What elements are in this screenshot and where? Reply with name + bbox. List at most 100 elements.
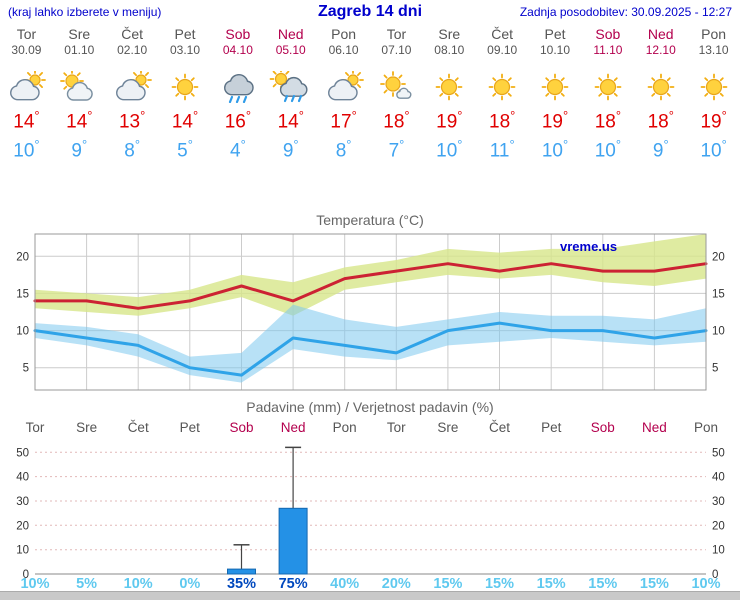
y-tick-label: 10 xyxy=(712,326,725,338)
max-temperature: 19° xyxy=(436,108,463,133)
sunny-icon xyxy=(423,71,476,103)
min-temperature: 11° xyxy=(489,137,515,162)
max-temperature: 18° xyxy=(383,108,410,133)
day-date: 30.09 xyxy=(11,43,42,57)
min-temperature: 5° xyxy=(177,137,193,162)
day-column-13.10[interactable]: Pon 13.10 19° 10° xyxy=(687,26,740,163)
y-tick-label: 20 xyxy=(712,251,725,263)
tmin-range-band xyxy=(35,304,706,383)
sunny-icon xyxy=(634,71,687,103)
day-column-10.10[interactable]: Pet 10.10 19° 10° xyxy=(529,26,582,163)
day-column-12.10[interactable]: Ned 12.10 18° 9° xyxy=(634,26,687,163)
y-tick-label: 5 xyxy=(712,363,718,375)
cloudy-sun-icon xyxy=(106,69,159,103)
day-column-11.10[interactable]: Sob 11.10 18° 10° xyxy=(581,26,634,163)
temperature-chart: 5 5 10 10 15 15 20 20 vreme.us xyxy=(16,233,725,391)
max-temperature: 14° xyxy=(66,108,93,133)
tmax-line xyxy=(33,262,708,310)
min-temperature: 8° xyxy=(335,137,352,162)
precip-probability: 35% xyxy=(227,576,256,592)
day-name: Pon xyxy=(701,26,727,42)
precip-day-label: Sob xyxy=(591,420,615,435)
day-name: Sre xyxy=(438,26,461,42)
min-temperature: 10° xyxy=(700,137,727,162)
y-tick-label: 10 xyxy=(16,545,29,557)
day-name: Pet xyxy=(174,26,196,42)
precip-day-label: Tor xyxy=(26,420,45,435)
day-date: 02.10 xyxy=(117,43,148,57)
y-tick-label: 15 xyxy=(712,288,725,300)
max-temperature: 13° xyxy=(118,108,146,133)
day-column-06.10[interactable]: Pon 06.10 17° 8° xyxy=(317,26,370,163)
day-column-02.10[interactable]: Čet 02.10 13° 8° xyxy=(106,26,159,163)
day-name: Sre xyxy=(68,26,91,42)
day-column-30.09[interactable]: Tor 30.09 14° 10° xyxy=(0,26,53,163)
precip-probability: 5% xyxy=(76,576,97,592)
page-title: Zagreb 14 dni xyxy=(317,3,423,20)
precip-day-label: Pet xyxy=(541,420,562,435)
footer-bar xyxy=(0,591,740,600)
sunny-icon xyxy=(687,71,740,103)
precip-day-label: Ned xyxy=(642,420,667,435)
precip-probability: 15% xyxy=(588,576,617,592)
page-header: (kraj lahko izberete v meniju) Zagreb 14… xyxy=(0,3,740,25)
location-menu-hint: (kraj lahko izberete v meniju) xyxy=(8,5,162,19)
precip-bar xyxy=(278,507,308,575)
min-temperature: 9° xyxy=(71,137,88,162)
precip-day-label: Čet xyxy=(489,420,510,435)
precip-day-label: Pon xyxy=(694,420,718,435)
cloudy-sun-icon xyxy=(0,69,53,103)
rain-icon xyxy=(211,71,264,104)
max-temperature: 17° xyxy=(330,108,357,133)
y-tick-label: 10 xyxy=(712,545,725,557)
day-name: Čet xyxy=(121,26,144,42)
min-temperature: 10° xyxy=(594,137,622,162)
day-date: 03.10 xyxy=(169,43,201,57)
day-date: 13.10 xyxy=(698,43,729,57)
partly-cloudy-icon xyxy=(53,69,106,103)
day-column-08.10[interactable]: Sre 08.10 19° 10° xyxy=(423,26,476,163)
y-tick-label: 5 xyxy=(23,363,29,375)
day-date: 06.10 xyxy=(328,43,359,57)
max-temperature: 19° xyxy=(541,108,569,133)
day-column-05.10[interactable]: Ned 05.10 14° 9° xyxy=(264,26,317,163)
max-temperature: 18° xyxy=(594,108,622,133)
min-temperature: 8° xyxy=(124,137,141,162)
mostly-sunny-icon xyxy=(370,71,423,103)
day-name: Sob xyxy=(225,26,251,42)
day-name: Tor xyxy=(16,26,37,42)
precip-day-label: Sob xyxy=(229,420,253,435)
max-temperature: 16° xyxy=(224,108,252,133)
y-tick-label: 20 xyxy=(16,520,29,532)
precip-probability: 75% xyxy=(279,576,308,592)
y-tick-label: 15 xyxy=(16,288,29,300)
precip-probability: 15% xyxy=(433,576,462,592)
day-date: 10.10 xyxy=(540,43,571,57)
day-column-07.10[interactable]: Tor 07.10 18° 7° xyxy=(370,26,423,163)
day-column-03.10[interactable]: Pet 03.10 14° 5° xyxy=(159,26,212,163)
day-name: Sob xyxy=(595,26,621,42)
day-column-09.10[interactable]: Čet 09.10 18° 11° xyxy=(476,26,529,163)
y-tick-label: 50 xyxy=(16,447,29,459)
y-tick-label: 20 xyxy=(16,251,29,263)
precip-probability: 15% xyxy=(485,576,514,592)
day-column-04.10[interactable]: Sob 04.10 16° 4° xyxy=(211,26,264,163)
cloudy-sun-icon xyxy=(317,69,370,103)
min-temperature: 10° xyxy=(13,137,40,162)
day-column-01.10[interactable]: Sre 01.10 14° 9° xyxy=(53,26,106,163)
precip-day-label: Tor xyxy=(387,420,406,435)
precip-day-label: Pet xyxy=(180,420,201,435)
plot-border xyxy=(34,233,707,391)
precip-probability: 15% xyxy=(537,576,566,592)
last-updated-timestamp: Zadnja posodobitev: 30.09.2025 - 12:27 xyxy=(519,5,732,19)
y-tick-label: 20 xyxy=(712,520,725,532)
day-date: 11.10 xyxy=(593,43,623,57)
y-tick-label: 30 xyxy=(16,496,29,508)
day-name: Pet xyxy=(544,26,566,42)
y-tick-label: 0 xyxy=(23,569,29,581)
precip-day-label: Sre xyxy=(437,420,458,435)
forecast-days-row: Tor 30.09 14° 10° Sre 01.10 14° 9° Čet 02.10 13° 8°… xyxy=(0,26,740,163)
y-tick-label: 10 xyxy=(16,326,29,338)
y-tick-label: 50 xyxy=(712,447,725,459)
watermark-link[interactable]: vreme.us xyxy=(560,239,617,254)
